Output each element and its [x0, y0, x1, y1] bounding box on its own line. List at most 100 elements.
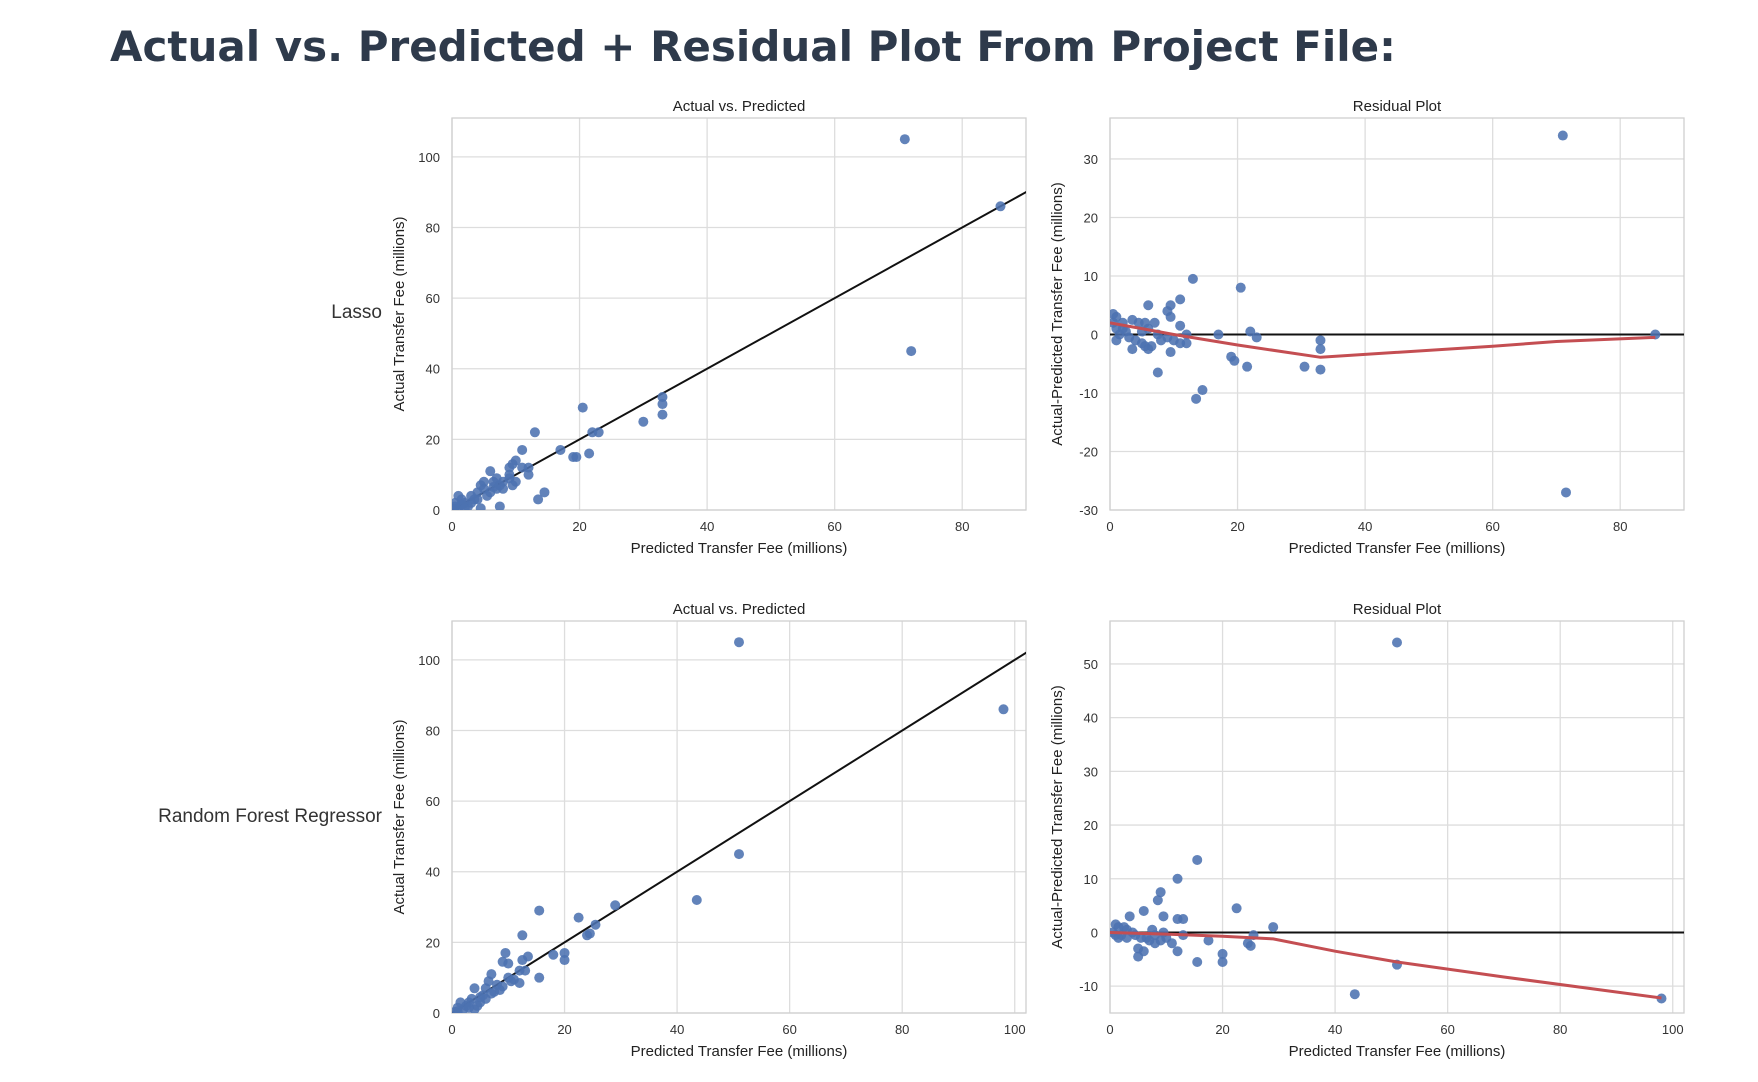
data-point: [1557, 130, 1568, 141]
x-tick-label: 60: [1440, 1022, 1454, 1037]
data-point: [610, 900, 621, 911]
data-point: [571, 452, 582, 463]
data-point: [582, 930, 593, 941]
y-axis-label: Actual-Predicted Transfer Fee (millions): [1049, 182, 1066, 445]
data-point: [1245, 326, 1256, 337]
trend-line: [1110, 321, 1656, 359]
data-point: [475, 503, 486, 510]
y-tick-label: 0: [1091, 327, 1098, 342]
data-point: [559, 947, 570, 958]
x-axis-label: Predicted Transfer Fee (millions): [631, 540, 848, 557]
data-point: [1172, 946, 1183, 957]
data-point: [573, 912, 584, 923]
data-point: [1229, 355, 1240, 366]
y-tick-label: 0: [433, 503, 440, 518]
data-point: [508, 974, 519, 985]
x-tick-label: 60: [1485, 519, 1499, 534]
data-point: [1192, 956, 1203, 967]
data-point: [1315, 364, 1326, 375]
x-tick-label: 80: [895, 1022, 909, 1037]
data-point: [1197, 385, 1208, 396]
y-tick-label: 30: [1084, 764, 1098, 779]
data-point: [657, 399, 668, 410]
data-point: [497, 956, 508, 967]
data-point: [1203, 935, 1214, 946]
plot-frame: [451, 117, 1027, 511]
chart-title: Residual Plot: [1353, 601, 1442, 618]
y-tick-label: 10: [1084, 872, 1098, 887]
x-tick-label: 100: [1004, 1022, 1026, 1037]
data-point: [1158, 911, 1169, 922]
data-point: [1242, 361, 1253, 372]
data-point: [533, 494, 544, 505]
y-tick-label: 30: [1084, 152, 1098, 167]
data-point: [1349, 989, 1360, 1000]
data-point: [734, 849, 744, 860]
chart-title: Actual vs. Predicted: [673, 601, 806, 618]
data-point: [1155, 887, 1166, 898]
chart-title: Residual Plot: [1353, 98, 1442, 115]
data-point: [1152, 367, 1163, 378]
data-point: [1217, 948, 1228, 959]
data-point: [734, 637, 744, 648]
y-tick-label: 60: [426, 794, 440, 809]
plot-frame: [451, 620, 1027, 1014]
y-tick-label: 80: [426, 723, 440, 738]
data-point: [906, 346, 917, 357]
data-point: [1138, 905, 1149, 916]
y-tick-label: 40: [426, 865, 440, 880]
plot-area: [452, 637, 1026, 1013]
y-tick-label: 10: [1084, 269, 1098, 284]
y-axis-label: Actual-Predicted Transfer Fee (millions): [1049, 685, 1066, 948]
plot-area: [1110, 637, 1684, 1004]
data-point: [539, 487, 550, 498]
data-point: [517, 930, 528, 941]
plot-area: [1110, 130, 1684, 498]
data-point: [517, 462, 528, 473]
x-tick-label: 0: [448, 1022, 455, 1037]
data-point: [1231, 903, 1242, 914]
lasso-residual-plot: 0 20 40 60 80 -30 -20 -10 0 10 20 30 Residual Plot Pr…: [1049, 98, 1685, 557]
data-point: [1175, 294, 1186, 305]
data-point: [500, 947, 511, 958]
x-tick-label: 20: [572, 519, 586, 534]
data-point: [1178, 914, 1189, 925]
data-point: [1656, 993, 1667, 1004]
y-tick-label: 20: [426, 935, 440, 950]
data-point: [657, 409, 668, 420]
plot-area: [452, 134, 1026, 510]
data-point: [1175, 320, 1186, 331]
data-point: [1127, 344, 1138, 355]
data-point: [494, 501, 505, 510]
data-point: [1165, 347, 1176, 358]
data-point: [1172, 873, 1183, 884]
data-point: [504, 462, 515, 473]
data-point: [523, 469, 534, 480]
data-point: [1315, 344, 1326, 355]
data-point: [590, 919, 601, 930]
data-point: [1192, 854, 1203, 865]
x-axis-label: Predicted Transfer Fee (millions): [631, 1043, 848, 1060]
data-point: [469, 983, 480, 994]
y-tick-label: -10: [1079, 979, 1098, 994]
data-point: [691, 894, 702, 905]
slide-title: Actual vs. Predicted + Residual Plot Fro…: [110, 22, 1396, 71]
y-tick-label: 100: [418, 150, 440, 165]
row-label-lasso: Lasso: [331, 302, 382, 323]
data-point: [1245, 940, 1256, 951]
data-point: [998, 704, 1009, 715]
x-tick-label: 40: [1328, 1022, 1342, 1037]
trend-line: [1110, 931, 1662, 1000]
x-tick-label: 80: [1553, 1022, 1567, 1037]
data-point: [1111, 335, 1122, 346]
data-point: [1152, 895, 1163, 906]
data-point: [1392, 637, 1402, 648]
data-point: [1121, 932, 1132, 943]
data-point: [478, 476, 489, 487]
data-point: [497, 981, 508, 992]
data-point: [475, 992, 486, 1003]
y-tick-label: 60: [426, 291, 440, 306]
y-tick-label: 50: [1084, 657, 1098, 672]
data-point: [1124, 911, 1135, 922]
